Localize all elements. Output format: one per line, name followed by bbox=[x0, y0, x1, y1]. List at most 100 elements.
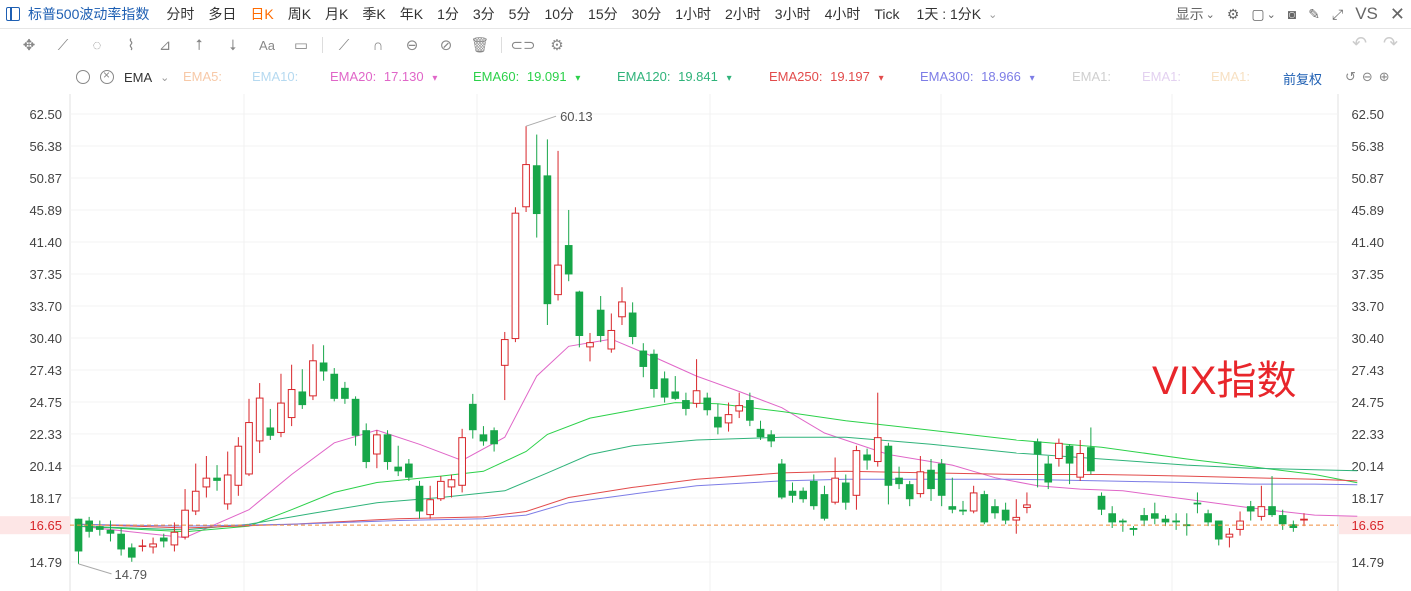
ruler-icon[interactable]: ⟋ bbox=[338, 36, 350, 54]
redo-icon[interactable]: ↷ bbox=[1383, 33, 1399, 53]
settings-icon[interactable]: ⚙ bbox=[550, 37, 564, 54]
symbol-list-icon[interactable] bbox=[6, 7, 20, 21]
period-tab[interactable]: 4小时 bbox=[824, 6, 861, 22]
period-tab[interactable]: 分时 bbox=[166, 6, 195, 22]
y-tick-label: 20.14 bbox=[29, 459, 62, 474]
y-tick-label: 41.40 bbox=[1351, 235, 1384, 250]
hide-icon[interactable]: ⊘ bbox=[439, 37, 453, 54]
move-icon[interactable]: ✥ bbox=[22, 37, 36, 54]
candle-body-down bbox=[596, 309, 605, 336]
ema-legend-item[interactable]: EMA300: 18.966 ▾ bbox=[920, 69, 1035, 84]
period-tab[interactable]: 周K bbox=[287, 6, 312, 22]
ema-legend: EMA ⌄ EMA5: EMA10: EMA20: 17.130 ▾ EMA60: 1… bbox=[0, 66, 1411, 88]
close-icon[interactable] bbox=[100, 68, 114, 84]
period-tab[interactable]: 月K bbox=[325, 6, 349, 22]
chevron-down-icon[interactable]: ⌄ bbox=[1205, 8, 1215, 21]
candle-body-down bbox=[927, 469, 935, 490]
chevron-down-icon[interactable]: ⌄ bbox=[160, 71, 170, 84]
candle-body-down bbox=[948, 506, 957, 510]
ema-legend-item[interactable]: EMA1: bbox=[1072, 69, 1111, 84]
candle-body-down bbox=[564, 245, 573, 275]
layout-icon[interactable]: ▢ bbox=[1251, 5, 1265, 22]
candle-body-up bbox=[234, 445, 243, 486]
up-arrow-icon[interactable]: ⭡ bbox=[195, 36, 203, 54]
period-tab[interactable]: 15分 bbox=[588, 6, 618, 22]
period-tab[interactable]: 1小时 bbox=[675, 6, 711, 22]
y-tick-label: 33.70 bbox=[1351, 299, 1384, 314]
ema-legend-item[interactable]: EMA1: bbox=[1211, 69, 1250, 84]
period-tab[interactable]: 30分 bbox=[631, 6, 662, 22]
ema-legend-item[interactable]: EMA250: 19.197 ▾ bbox=[769, 69, 884, 84]
period-tab[interactable]: 2小时 bbox=[725, 6, 761, 22]
pane-controls[interactable]: ↺⊖⊕ bbox=[1345, 69, 1396, 84]
magnet-icon[interactable]: ∩ bbox=[372, 36, 384, 54]
candle-body-down bbox=[788, 490, 797, 496]
candle-body-up bbox=[831, 477, 839, 503]
candle-body-down bbox=[106, 529, 115, 534]
period-tab[interactable]: 多日 bbox=[208, 6, 237, 22]
y-tick-label: 20.14 bbox=[1351, 459, 1384, 474]
candle-body-down bbox=[1001, 509, 1010, 521]
period-tab[interactable]: 年K bbox=[399, 6, 424, 22]
candle-body-up bbox=[1257, 506, 1266, 517]
y-tick-label: 33.70 bbox=[29, 299, 62, 314]
candle-body-down bbox=[479, 434, 488, 442]
indicator-settings-icon[interactable] bbox=[76, 70, 90, 84]
indicator-name[interactable]: EMA bbox=[124, 69, 153, 85]
wave-tool-icon[interactable]: ⌇ bbox=[127, 37, 135, 54]
ema-legend-item[interactable]: EMA5: bbox=[183, 69, 222, 84]
y-tick-label: 56.38 bbox=[1351, 139, 1384, 154]
chevron-down-icon[interactable]: ⌄ bbox=[988, 8, 998, 21]
candle-body-down bbox=[1172, 520, 1180, 523]
candle-body-up bbox=[692, 390, 701, 404]
display-menu[interactable]: 显示 bbox=[1175, 6, 1204, 22]
text-tool-icon[interactable]: Aa bbox=[259, 37, 275, 53]
multi-period-select[interactable]: 1天 : 1分K bbox=[916, 6, 982, 22]
cycle-tool-icon[interactable]: ◌ bbox=[92, 36, 102, 54]
camera-icon[interactable]: ◙ bbox=[1287, 6, 1297, 22]
candle-body-down bbox=[1065, 445, 1074, 464]
settings-icon[interactable]: ⚙ bbox=[1226, 5, 1240, 22]
line-tool-icon[interactable]: ⟋ bbox=[57, 36, 69, 54]
ema-value: 19.197 bbox=[826, 69, 870, 84]
ema-legend-item[interactable]: EMA120: 19.841 ▾ bbox=[617, 69, 732, 84]
trash-icon[interactable]: 🗑 bbox=[470, 37, 490, 54]
chevron-down-icon[interactable]: ⌄ bbox=[1266, 8, 1276, 21]
adjust-select[interactable]: 前复权 bbox=[1283, 72, 1323, 87]
y-tick-label: 14.79 bbox=[1351, 555, 1384, 570]
candle-body-up bbox=[852, 450, 861, 496]
undo-icon[interactable]: ↶ bbox=[1352, 33, 1368, 53]
close-icon[interactable]: ✕ bbox=[1389, 3, 1405, 24]
period-tab[interactable]: 3小时 bbox=[774, 6, 811, 22]
down-arrow-icon[interactable]: ⭣ bbox=[229, 36, 237, 54]
period-tab[interactable]: 5分 bbox=[508, 6, 531, 22]
y-tick-label: 22.33 bbox=[1351, 427, 1384, 442]
comment-icon[interactable]: ▭ bbox=[293, 37, 309, 54]
ema-legend-item[interactable]: EMA1: bbox=[1142, 69, 1181, 84]
symbol-name[interactable]: 标普500波动率指数 bbox=[28, 6, 150, 22]
period-tab[interactable]: 季K bbox=[362, 6, 386, 22]
period-tab[interactable]: 3分 bbox=[472, 6, 495, 22]
candle-body-down bbox=[117, 533, 125, 550]
current-price-bg bbox=[0, 516, 70, 535]
ema-legend-item[interactable]: EMA10: bbox=[252, 69, 298, 84]
link-icon[interactable]: ⊂⊃ bbox=[510, 37, 536, 54]
ema-value: 17.130 bbox=[380, 69, 424, 84]
candle-body-up bbox=[873, 437, 882, 463]
fullscreen-icon[interactable]: ⤢ bbox=[1332, 5, 1344, 22]
ema-legend-item[interactable]: EMA60: 19.091 ▾ bbox=[473, 69, 580, 84]
vs-button[interactable]: VS bbox=[1355, 4, 1378, 23]
fib-tool-icon[interactable]: ⊿ bbox=[158, 37, 172, 54]
period-tab[interactable]: Tick bbox=[874, 6, 900, 22]
lock-icon[interactable]: ⊖ bbox=[405, 37, 419, 54]
period-tab[interactable]: 1分 bbox=[437, 6, 459, 22]
pencil-icon[interactable]: ✎ bbox=[1308, 5, 1321, 22]
candlestick-chart[interactable]: 62.50 62.50 56.38 56.38 50.87 50.87 45.89 45.89… bbox=[0, 94, 1411, 591]
candle-body-down bbox=[1278, 515, 1287, 525]
candle-body-down bbox=[543, 175, 552, 305]
caret-down-icon: ▾ bbox=[1026, 73, 1035, 84]
period-tab[interactable]: 10分 bbox=[544, 6, 575, 22]
ema-value: 19.091 bbox=[523, 69, 567, 84]
ema-legend-item[interactable]: EMA20: 17.130 ▾ bbox=[330, 69, 437, 84]
period-tab[interactable]: 日K bbox=[250, 6, 274, 22]
